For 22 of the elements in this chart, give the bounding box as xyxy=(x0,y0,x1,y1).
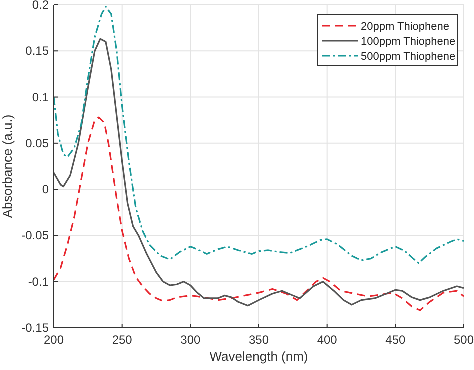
line-series xyxy=(53,116,465,312)
x-tick-label: 250 xyxy=(112,333,133,347)
legend-label: 500ppm Thiophene xyxy=(361,51,456,63)
x-axis-title: Wavelength (nm) xyxy=(210,349,308,364)
y-tick-label: 0.1 xyxy=(32,90,50,104)
y-tick-label: -0.15 xyxy=(22,321,50,335)
legend-label: 100ppm Thiophene xyxy=(361,36,456,48)
x-tick-label: 500 xyxy=(454,333,474,347)
y-tick-label: 0.05 xyxy=(26,136,50,150)
y-tick-label: 0 xyxy=(42,182,50,197)
y-tick-label: -0.1 xyxy=(28,274,50,289)
y-axis-title: Absorbance (a.u.) xyxy=(0,114,15,218)
x-tick-label: 300 xyxy=(180,333,201,347)
x-tick-label: 400 xyxy=(317,333,338,347)
x-tick-label: 200 xyxy=(44,333,64,347)
y-tick-label: 0.2 xyxy=(32,0,50,12)
x-tick-label: 350 xyxy=(248,333,270,347)
line-series xyxy=(53,38,465,307)
y-tick-label: 0.15 xyxy=(26,44,50,58)
x-tick-label: 450 xyxy=(386,333,406,347)
legend-label: 20ppm Thiophene xyxy=(361,21,450,33)
y-tick-label: -0.05 xyxy=(22,228,50,243)
